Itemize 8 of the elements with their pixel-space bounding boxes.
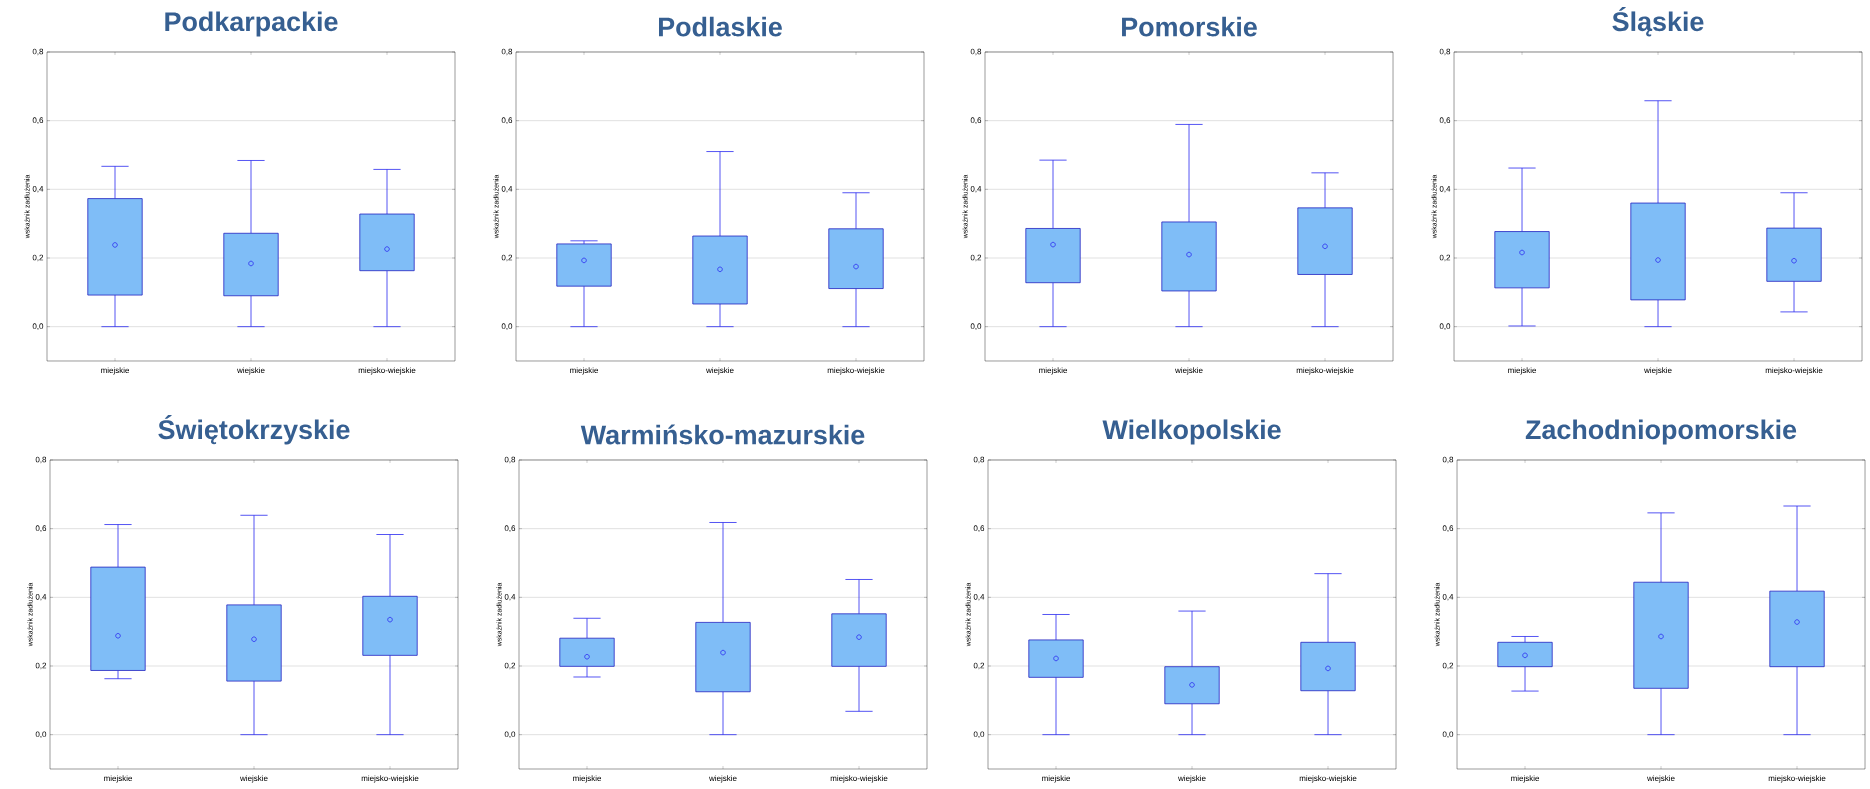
chart-title: Podlaskie — [659, 16, 782, 37]
chart-title: Pomorskie — [1122, 16, 1257, 37]
chart-title: Zachodniopomorskie — [1525, 419, 1797, 445]
chart-title: Świętokrzyskie — [158, 415, 350, 445]
chart-title: Śląskie — [1612, 7, 1704, 37]
chart-title: Wielkopolskie — [1102, 419, 1281, 445]
chart-title: Warmińsko-mazurskie — [580, 424, 865, 445]
chart-title: Podkarpackie — [165, 11, 338, 37]
